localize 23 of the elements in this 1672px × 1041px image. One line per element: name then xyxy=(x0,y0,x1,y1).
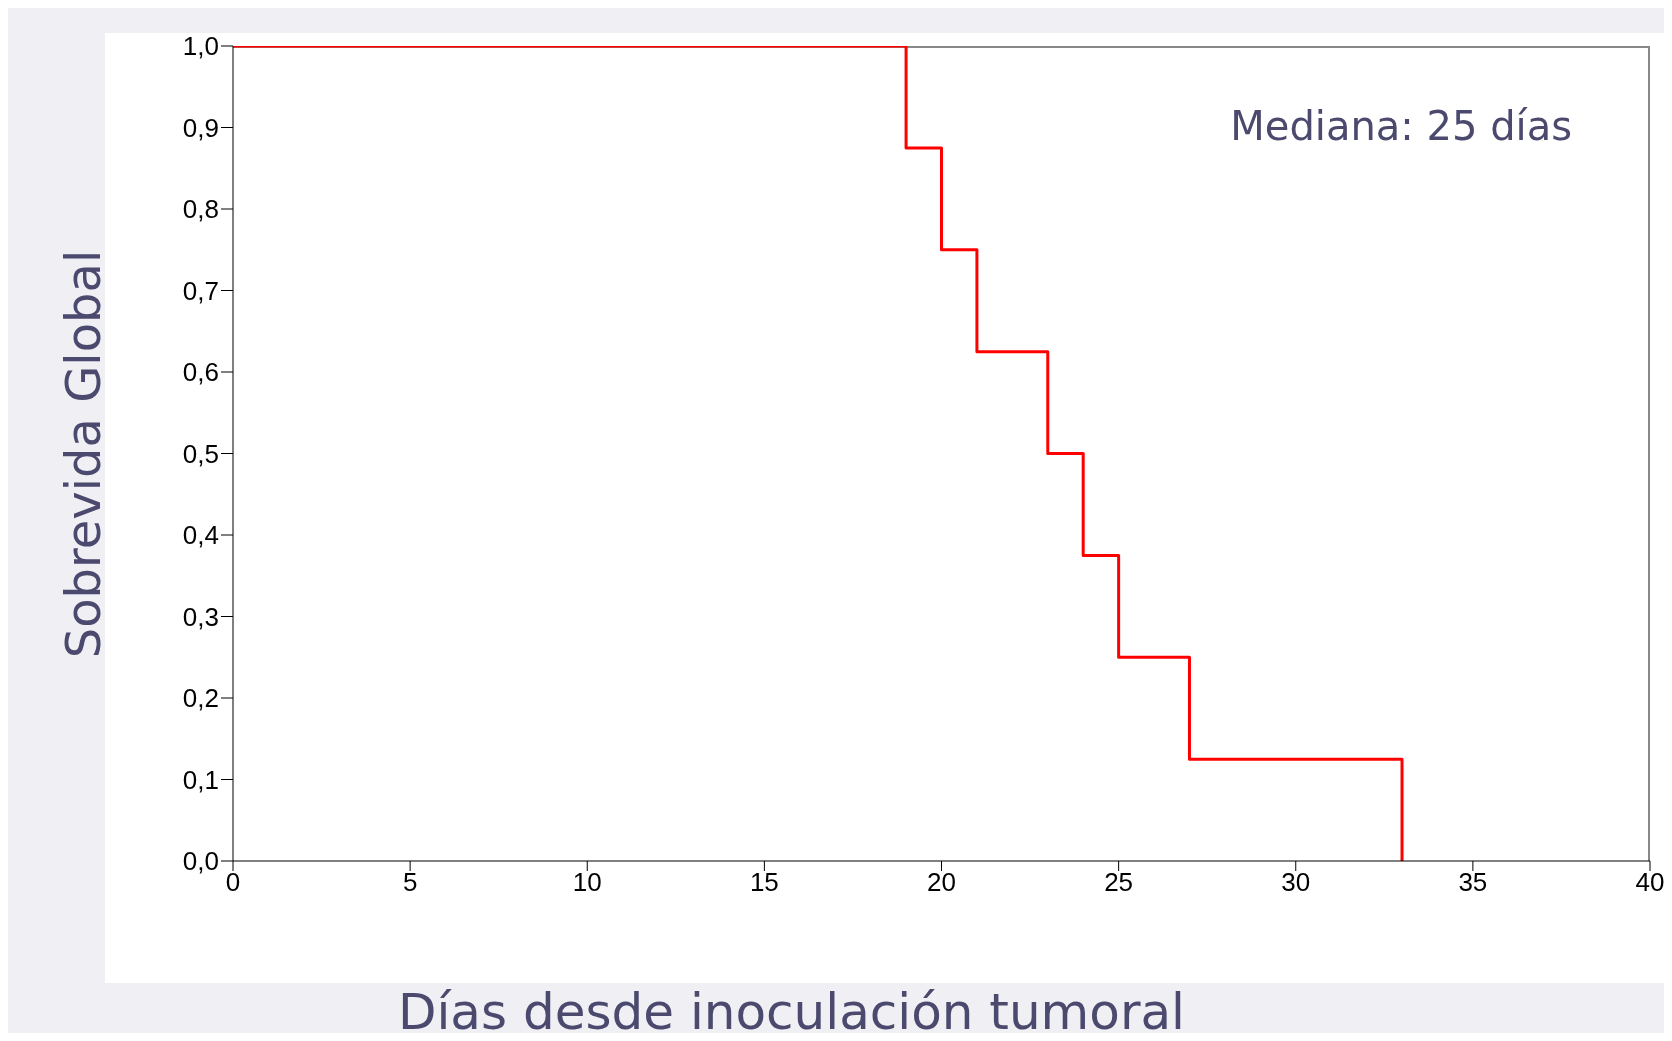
y-tick-label: 1,0 xyxy=(182,31,219,62)
y-tick-label: 0,1 xyxy=(182,764,219,795)
y-tick-label: 0,9 xyxy=(182,112,219,143)
y-tick-label: 0,5 xyxy=(182,438,219,469)
annotation: Mediana: 25 días xyxy=(1230,103,1572,149)
x-tick-label: 20 xyxy=(927,867,956,898)
y-tick-label: 0,3 xyxy=(182,601,219,632)
y-tick-label: 0,7 xyxy=(182,275,219,306)
x-tick-label: 25 xyxy=(1104,867,1134,898)
y-tick-label: 0,4 xyxy=(182,520,219,551)
x-tick-label: 30 xyxy=(1281,867,1311,898)
x-tick-label: 35 xyxy=(1458,867,1488,898)
x-tick-label: 10 xyxy=(572,867,602,898)
x-tick-label: 0 xyxy=(225,867,241,898)
y-axis-title: Sobrevida Global xyxy=(55,249,111,658)
x-tick-label: 15 xyxy=(749,867,779,898)
y-tick-label: 0,8 xyxy=(182,194,219,225)
y-tick-label: 0,6 xyxy=(182,357,219,388)
x-tick-label: 40 xyxy=(1635,867,1665,898)
y-tick-label: 0,2 xyxy=(182,683,219,714)
x-axis-title: Días desde inoculación tumoral xyxy=(396,983,1186,1041)
x-tick-label: 5 xyxy=(402,867,418,898)
y-tick-label: 0,0 xyxy=(182,846,219,877)
